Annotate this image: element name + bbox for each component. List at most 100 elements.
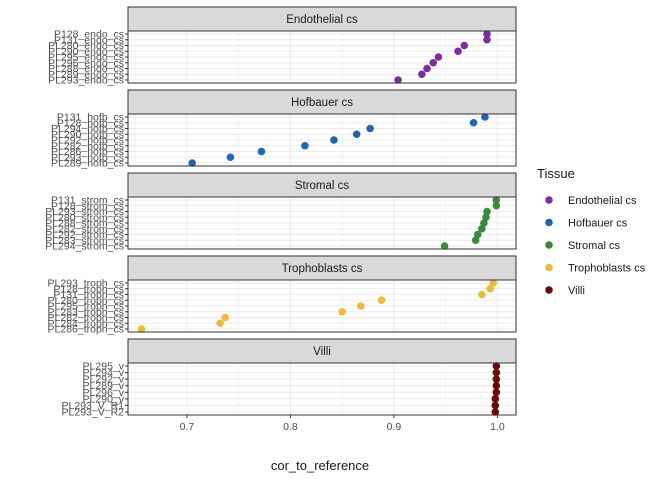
data-point bbox=[492, 375, 501, 383]
y-tick-label: PL280_endo_cs bbox=[48, 40, 124, 52]
data-point bbox=[471, 236, 480, 245]
data-point bbox=[338, 307, 346, 316]
data-point bbox=[492, 388, 501, 397]
y-tick-label: PL294_hofb_cs bbox=[51, 123, 124, 135]
x-tick-label: 0.8 bbox=[283, 421, 298, 433]
facet-strip-label: Villi bbox=[313, 346, 331, 358]
y-tick-label: P128_strom_cs bbox=[51, 200, 124, 212]
data-point bbox=[492, 381, 501, 390]
facet-strip-label: Trophoblasts cs bbox=[282, 263, 363, 275]
data-point bbox=[491, 408, 500, 416]
data-point bbox=[257, 147, 266, 156]
y-tick-label: PL289_v bbox=[83, 380, 125, 392]
y-tick-label: P128_troph_cs bbox=[53, 283, 124, 295]
y-tick-label: PL290_endo_cs bbox=[48, 46, 124, 58]
y-tick-label: PL293_endo_cs bbox=[48, 75, 124, 87]
y-tick-label: PL296_endo_cs bbox=[48, 57, 124, 69]
data-point bbox=[301, 141, 309, 150]
facet-strip bbox=[127, 6, 517, 32]
y-tick-label: PL284_troph_cs bbox=[48, 318, 124, 330]
data-point bbox=[486, 284, 494, 293]
data-point bbox=[440, 242, 449, 250]
data-point bbox=[469, 118, 478, 127]
data-point bbox=[394, 76, 402, 84]
y-tick-label: PL296_v bbox=[83, 387, 125, 399]
data-point bbox=[460, 41, 469, 50]
data-point bbox=[481, 113, 489, 121]
data-point bbox=[478, 290, 486, 299]
y-tick-label: PL292_hofb_cs bbox=[51, 135, 124, 147]
y-tick-label: PL293_V_R2 bbox=[62, 407, 125, 419]
panel-border bbox=[127, 113, 517, 167]
x-tick-label: 0.9 bbox=[387, 421, 402, 433]
facet-strip bbox=[127, 338, 517, 364]
y-tick-label: PL292_v bbox=[83, 374, 125, 386]
data-point bbox=[366, 124, 374, 133]
data-point bbox=[492, 368, 501, 377]
facet-panels: Endothelial csP128_endo_csP131_endo_csPL… bbox=[45, 6, 517, 419]
panel-border bbox=[127, 196, 517, 250]
y-tick-label: P131_hofb_cs bbox=[57, 112, 124, 124]
y-tick-label: PL280_troph_cs bbox=[48, 295, 124, 307]
legend: Tissue Endothelial cs Hofbauer cs Stromal … bbox=[537, 166, 646, 297]
data-point bbox=[434, 53, 443, 61]
data-point bbox=[423, 64, 431, 73]
y-tick-label: PL282_troph_cs bbox=[48, 312, 124, 324]
panel-background bbox=[128, 363, 516, 415]
y-tick-label: PL289_endo_cs bbox=[48, 69, 124, 81]
data-point bbox=[473, 230, 482, 239]
y-tick-label: PL295_endo_cs bbox=[48, 52, 124, 64]
facet-strip-label: Stromal cs bbox=[295, 180, 350, 192]
y-tick-label: PL282_strom_cs bbox=[45, 223, 124, 235]
y-tick-label: PL294_v bbox=[83, 367, 125, 379]
legend-key bbox=[545, 263, 553, 272]
y-tick-label: PL288_endo_cs bbox=[48, 63, 124, 75]
legend-key bbox=[545, 218, 553, 227]
legend-key bbox=[545, 196, 553, 204]
y-tick-label: P131_strom_cs bbox=[51, 195, 124, 207]
y-tick-label: PL293_troph_cs bbox=[48, 278, 124, 290]
y-tick-label: PL295_troph_cs bbox=[48, 301, 124, 313]
panel-border bbox=[127, 30, 517, 84]
y-tick-label: PL294_strom_cs bbox=[45, 241, 124, 253]
x-axis-title: cor_to_reference bbox=[271, 458, 369, 473]
legend-title: Tissue bbox=[537, 166, 575, 181]
data-point bbox=[357, 302, 365, 310]
data-point bbox=[491, 401, 500, 410]
legend-key bbox=[545, 286, 553, 294]
data-point bbox=[454, 47, 462, 56]
y-tick-label: PL283_strom_cs bbox=[45, 235, 124, 247]
y-tick-label: PL290_hofb_cs bbox=[51, 129, 124, 141]
facet-strip-label: Endothelial cs bbox=[286, 14, 358, 26]
data-point bbox=[483, 30, 491, 38]
data-point bbox=[377, 296, 386, 305]
facet-panel: Trophoblasts cs PL293_troph_csP128_troph_… bbox=[48, 255, 517, 336]
y-tick-label: P128_endo_cs bbox=[54, 29, 124, 41]
y-tick-label: PL289_hofb_cs bbox=[51, 158, 124, 170]
y-tick-label: PL288_strom_cs bbox=[45, 218, 124, 230]
data-point bbox=[221, 313, 230, 322]
data-point bbox=[216, 319, 224, 328]
y-tick-label: PL286_troph_cs bbox=[48, 324, 124, 336]
data-point bbox=[188, 159, 196, 167]
legend-label: Endothelial cs bbox=[568, 195, 637, 207]
facet-panel: Villi PL295_vPL294_vPL292_vPL289_vPL296_v… bbox=[62, 338, 517, 419]
data-point bbox=[330, 136, 338, 144]
data-point bbox=[429, 58, 438, 67]
y-tick-label: PL293_strom_cs bbox=[45, 206, 124, 218]
legend-key bbox=[545, 241, 553, 249]
facet-panel: Endothelial csP128_endo_csP131_endo_csPL… bbox=[48, 6, 517, 87]
data-point bbox=[226, 153, 235, 162]
data-point bbox=[489, 279, 498, 287]
y-tick-label: PL293_hofb_cs bbox=[51, 152, 124, 164]
x-axis: 0.7 0.8 0.9 1.0 bbox=[180, 415, 505, 433]
data-point bbox=[352, 130, 361, 139]
facet-strip bbox=[127, 89, 517, 115]
y-tick-label: P131_troph_cs bbox=[53, 289, 124, 301]
facet-panel: Stromal csP131_strom_csP128_strom_csPL29… bbox=[45, 172, 517, 253]
panel-border bbox=[127, 279, 517, 333]
legend-label: Villi bbox=[568, 285, 585, 297]
panel-border bbox=[127, 362, 517, 416]
data-point bbox=[137, 325, 146, 333]
